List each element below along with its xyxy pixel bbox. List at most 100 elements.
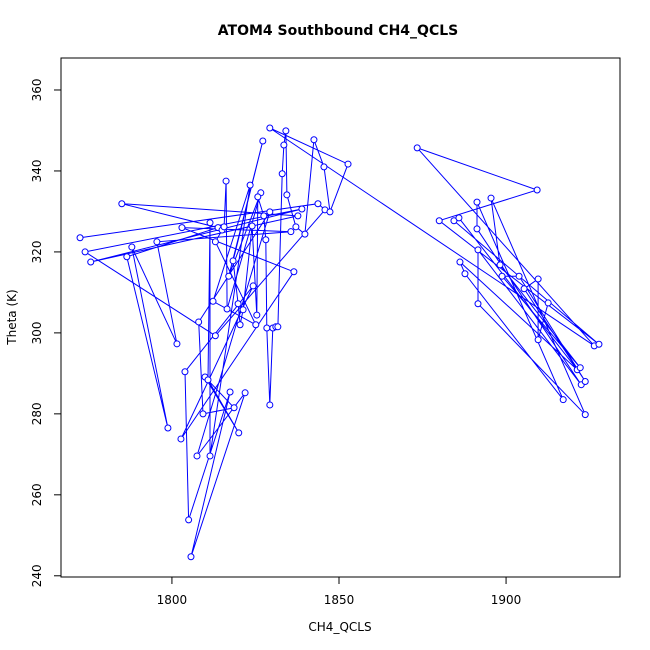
data-point [76,234,84,242]
y-tick-label: 360 [30,79,44,102]
data-point [263,324,271,332]
y-tick-label: 260 [30,483,44,506]
data-point [278,170,286,178]
data-point [581,411,589,419]
data-point [456,258,464,266]
data-point [266,401,274,409]
data-point [301,230,309,238]
data-point [225,272,233,280]
data-point [211,332,219,340]
data-point [320,163,328,171]
data-point [229,257,237,265]
data-point [193,452,201,460]
y-tick-label: 340 [30,159,44,182]
data-point [223,305,231,313]
data-point [344,160,352,168]
data-point [413,144,421,152]
data-point [326,208,334,216]
data-point [534,275,542,283]
data-point [178,224,186,232]
data-point [249,282,257,290]
data-line [79,127,600,557]
data-point [498,272,506,280]
chart-title: ATOM4 Southbound CH4_QCLS [218,23,458,39]
data-point [246,181,254,189]
data-point [496,261,504,269]
data-point [235,429,243,437]
data-point [220,223,228,231]
data-point [292,223,300,231]
data-point [473,225,481,233]
data-point [87,258,95,266]
data-point [262,236,270,244]
data-point [254,193,262,201]
data-point [544,299,552,307]
data-point [230,404,238,412]
data-point [181,368,189,376]
data-point [534,336,542,344]
data-point [199,410,207,418]
data-point [520,285,528,293]
data-point [455,214,463,222]
data-point [177,435,185,443]
data-point [206,219,214,227]
data-point [474,246,482,254]
x-tick-label: 1800 [157,593,188,607]
data-point [164,424,172,432]
data-point [487,194,495,202]
data-point [266,208,274,216]
data-point [239,306,247,314]
data-point [260,212,268,220]
data-point [128,243,136,251]
data-point [576,364,584,372]
data-point [252,321,260,329]
y-tick-label: 320 [30,240,44,263]
data-point [248,222,256,230]
data-point [595,340,603,348]
x-axis-label: CH4_QCLS [308,620,371,634]
data-point [241,389,249,397]
data-point [435,217,443,225]
data-point [153,238,161,246]
data-point [259,137,267,145]
data-point [283,191,291,199]
data-point [581,377,589,385]
x-tick-label: 1900 [491,593,522,607]
data-point [280,141,288,149]
y-tick-label: 240 [30,564,44,587]
data-point [187,553,195,561]
y-axis-label: Theta (K) [5,289,19,345]
data-point [294,212,302,220]
data-point [298,205,306,213]
data-point [185,516,193,524]
data-point [226,388,234,396]
data-point [287,228,295,236]
data-point [533,186,541,194]
data-point [204,376,212,384]
data-point [206,452,214,460]
data-point [123,253,131,261]
data-point [118,200,126,208]
data-point [314,200,322,208]
data-point [195,318,203,326]
data-point [234,300,242,308]
data-point [290,268,298,276]
data-point [222,177,230,185]
data-point [253,311,261,319]
data-point [515,272,523,280]
data-point [474,300,482,308]
data-point [559,396,567,404]
data-point [473,198,481,206]
data-point [211,238,219,246]
data-point [310,136,318,144]
y-tick-label: 300 [30,321,44,344]
data-point [236,321,244,329]
data-point [81,248,89,256]
data-point [461,270,469,278]
data-point [209,297,217,305]
x-tick-label: 1850 [324,593,355,607]
data-point [274,323,282,331]
data-point [173,340,181,348]
